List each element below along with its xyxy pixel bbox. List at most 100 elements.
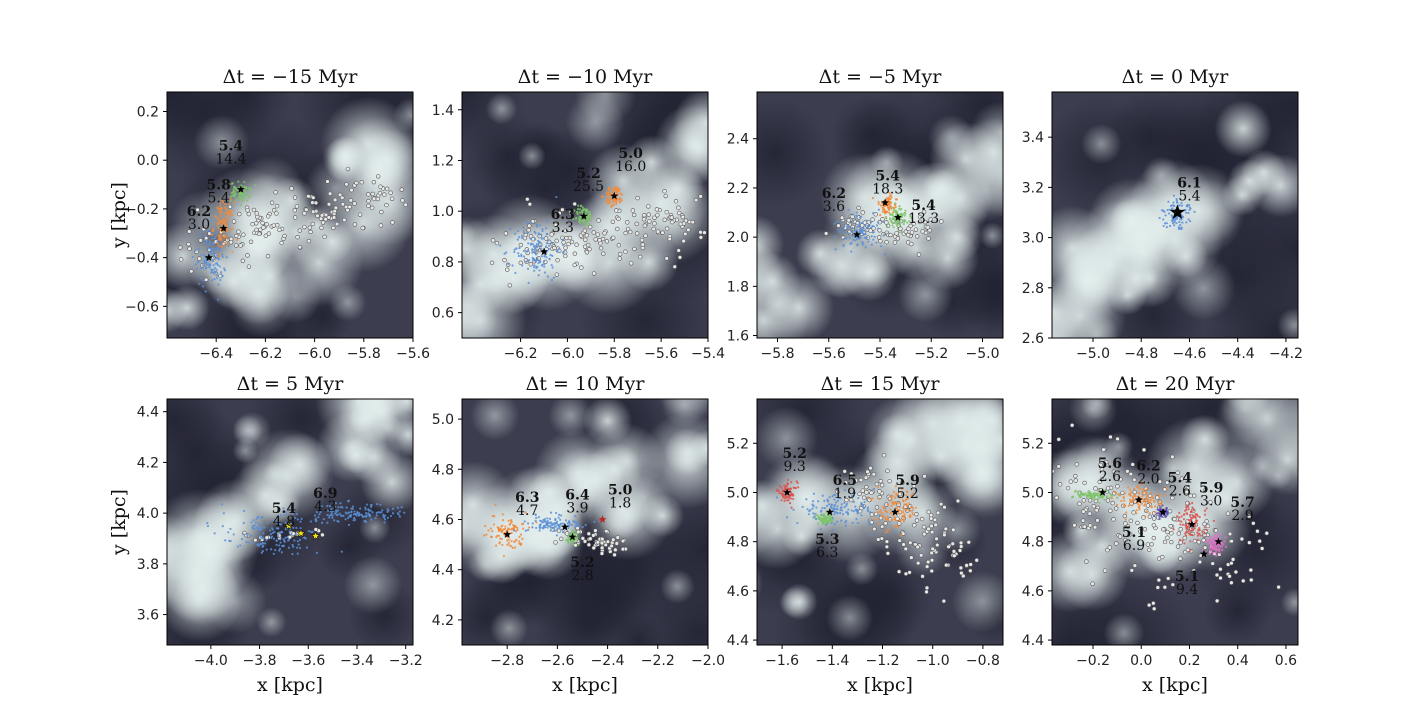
annotation-value: 2.6 <box>1169 484 1191 500</box>
star-particle <box>609 543 614 549</box>
star-particle <box>869 512 875 517</box>
star-particle <box>897 521 902 526</box>
gas-clump <box>343 555 403 615</box>
cluster-particle-orange <box>881 210 885 213</box>
cluster-particle-blue <box>839 497 842 500</box>
annotation-mass: 6.1 <box>1177 175 1201 191</box>
gas-filament <box>462 489 494 560</box>
cluster-particle-blue <box>560 514 563 517</box>
star-particle <box>331 215 337 220</box>
cluster-particle-blue <box>553 523 556 526</box>
gas-clump <box>845 552 879 586</box>
cluster-particle-blue <box>859 231 862 234</box>
cluster-particle-orange <box>910 494 913 497</box>
cluster-particle-green <box>1106 495 1109 498</box>
cluster-particle-blue <box>867 240 870 243</box>
star-particle <box>1165 529 1170 535</box>
cluster-particle-purple <box>1165 507 1168 510</box>
cluster-particle-blue <box>277 535 280 538</box>
cluster-particle-blue <box>400 506 403 509</box>
cluster-particle-blue <box>273 530 276 534</box>
gas-clump <box>927 114 975 162</box>
cluster-particle-blue <box>866 509 870 513</box>
star-particle <box>654 207 660 212</box>
cluster-particle-blue <box>271 531 275 535</box>
cluster-particle-blue <box>870 243 873 246</box>
star-particle <box>853 478 859 483</box>
cluster-particle-blue <box>216 298 220 301</box>
cluster-particle-blue <box>1179 223 1182 227</box>
cluster-particle-orange <box>617 189 621 193</box>
cluster-particle-orange <box>524 511 527 514</box>
y-tick-label: 4.8 <box>727 535 749 551</box>
cluster-particle-orange <box>883 204 886 207</box>
star-particle <box>1127 532 1133 537</box>
cluster-particle-blue <box>836 499 839 502</box>
cluster-particle-blue <box>221 503 224 506</box>
cluster-particle-blue <box>211 260 214 263</box>
cluster-particle-blue <box>337 506 340 509</box>
cluster-particle-blue <box>326 521 329 524</box>
cluster-particle-blue <box>869 221 873 224</box>
cluster-particle-blue <box>384 514 387 517</box>
cluster-particle-blue <box>208 240 211 243</box>
cluster-particle-orange <box>487 529 490 532</box>
cluster-particle-blue <box>857 497 860 500</box>
x-axis-label: x [kpc] <box>1142 674 1208 696</box>
gas-clump <box>489 609 528 645</box>
star-particle <box>340 195 345 200</box>
star-particle <box>1105 486 1111 491</box>
cluster-particle-blue <box>828 503 831 506</box>
cluster-particle-orange <box>1158 494 1161 497</box>
y-tick-label: 3.6 <box>137 608 159 624</box>
cluster-particle-blue <box>866 224 870 227</box>
cluster-particle-green <box>822 518 825 521</box>
star-particle <box>593 528 598 533</box>
star-particle <box>518 242 524 248</box>
cluster-particle-green <box>910 216 913 219</box>
cluster-particle-orange <box>500 530 503 534</box>
star-particle <box>667 236 672 242</box>
cluster-particle-blue <box>593 520 596 523</box>
cluster-particle-blue <box>283 539 286 542</box>
cluster-particle-orange <box>500 537 503 541</box>
cluster-particle-orange <box>226 211 229 214</box>
cluster-particle-blue <box>559 522 563 525</box>
cluster-particle-blue <box>866 508 869 511</box>
star-particle <box>320 532 325 538</box>
star-particle <box>881 453 887 458</box>
cluster-particle-green <box>1098 501 1101 504</box>
cluster-particle-blue <box>775 496 779 499</box>
cluster-particle-blue <box>259 535 262 538</box>
star-particle <box>253 537 258 543</box>
star-particle <box>1125 469 1130 474</box>
star-particle <box>596 218 601 223</box>
gas-clump <box>548 399 593 438</box>
cluster-center-star <box>825 508 834 516</box>
star-particle <box>1161 527 1166 532</box>
star-particle <box>915 234 920 239</box>
star-particle <box>572 201 577 207</box>
cluster-particle-blue <box>1163 222 1167 225</box>
annotation-value: 5.2 <box>896 486 918 502</box>
annotation-mass: 6.9 <box>313 486 337 502</box>
cluster-particle-orange <box>1139 480 1142 484</box>
cluster-particle-blue <box>277 519 280 522</box>
cluster-particle-green <box>1071 495 1075 498</box>
gas-clump <box>462 281 491 329</box>
cluster-particle-orange <box>619 197 622 200</box>
gas-filament <box>167 287 189 334</box>
cluster-particle-blue <box>207 247 211 250</box>
y-tick-label: 4.6 <box>727 584 749 600</box>
cluster-particle-orange <box>905 490 908 493</box>
cluster-particle-pink <box>1221 548 1224 552</box>
cluster-particle-green <box>900 207 903 211</box>
cluster-particle-red <box>778 491 781 495</box>
y-tick-label: 0.0 <box>137 153 159 169</box>
cluster-particle-orange <box>600 195 603 198</box>
star-particle <box>384 186 390 192</box>
cluster-particle-blue <box>520 234 524 237</box>
cluster-particle-orange <box>889 193 892 197</box>
star-particle <box>1092 525 1098 530</box>
cluster-center-star <box>881 198 890 207</box>
